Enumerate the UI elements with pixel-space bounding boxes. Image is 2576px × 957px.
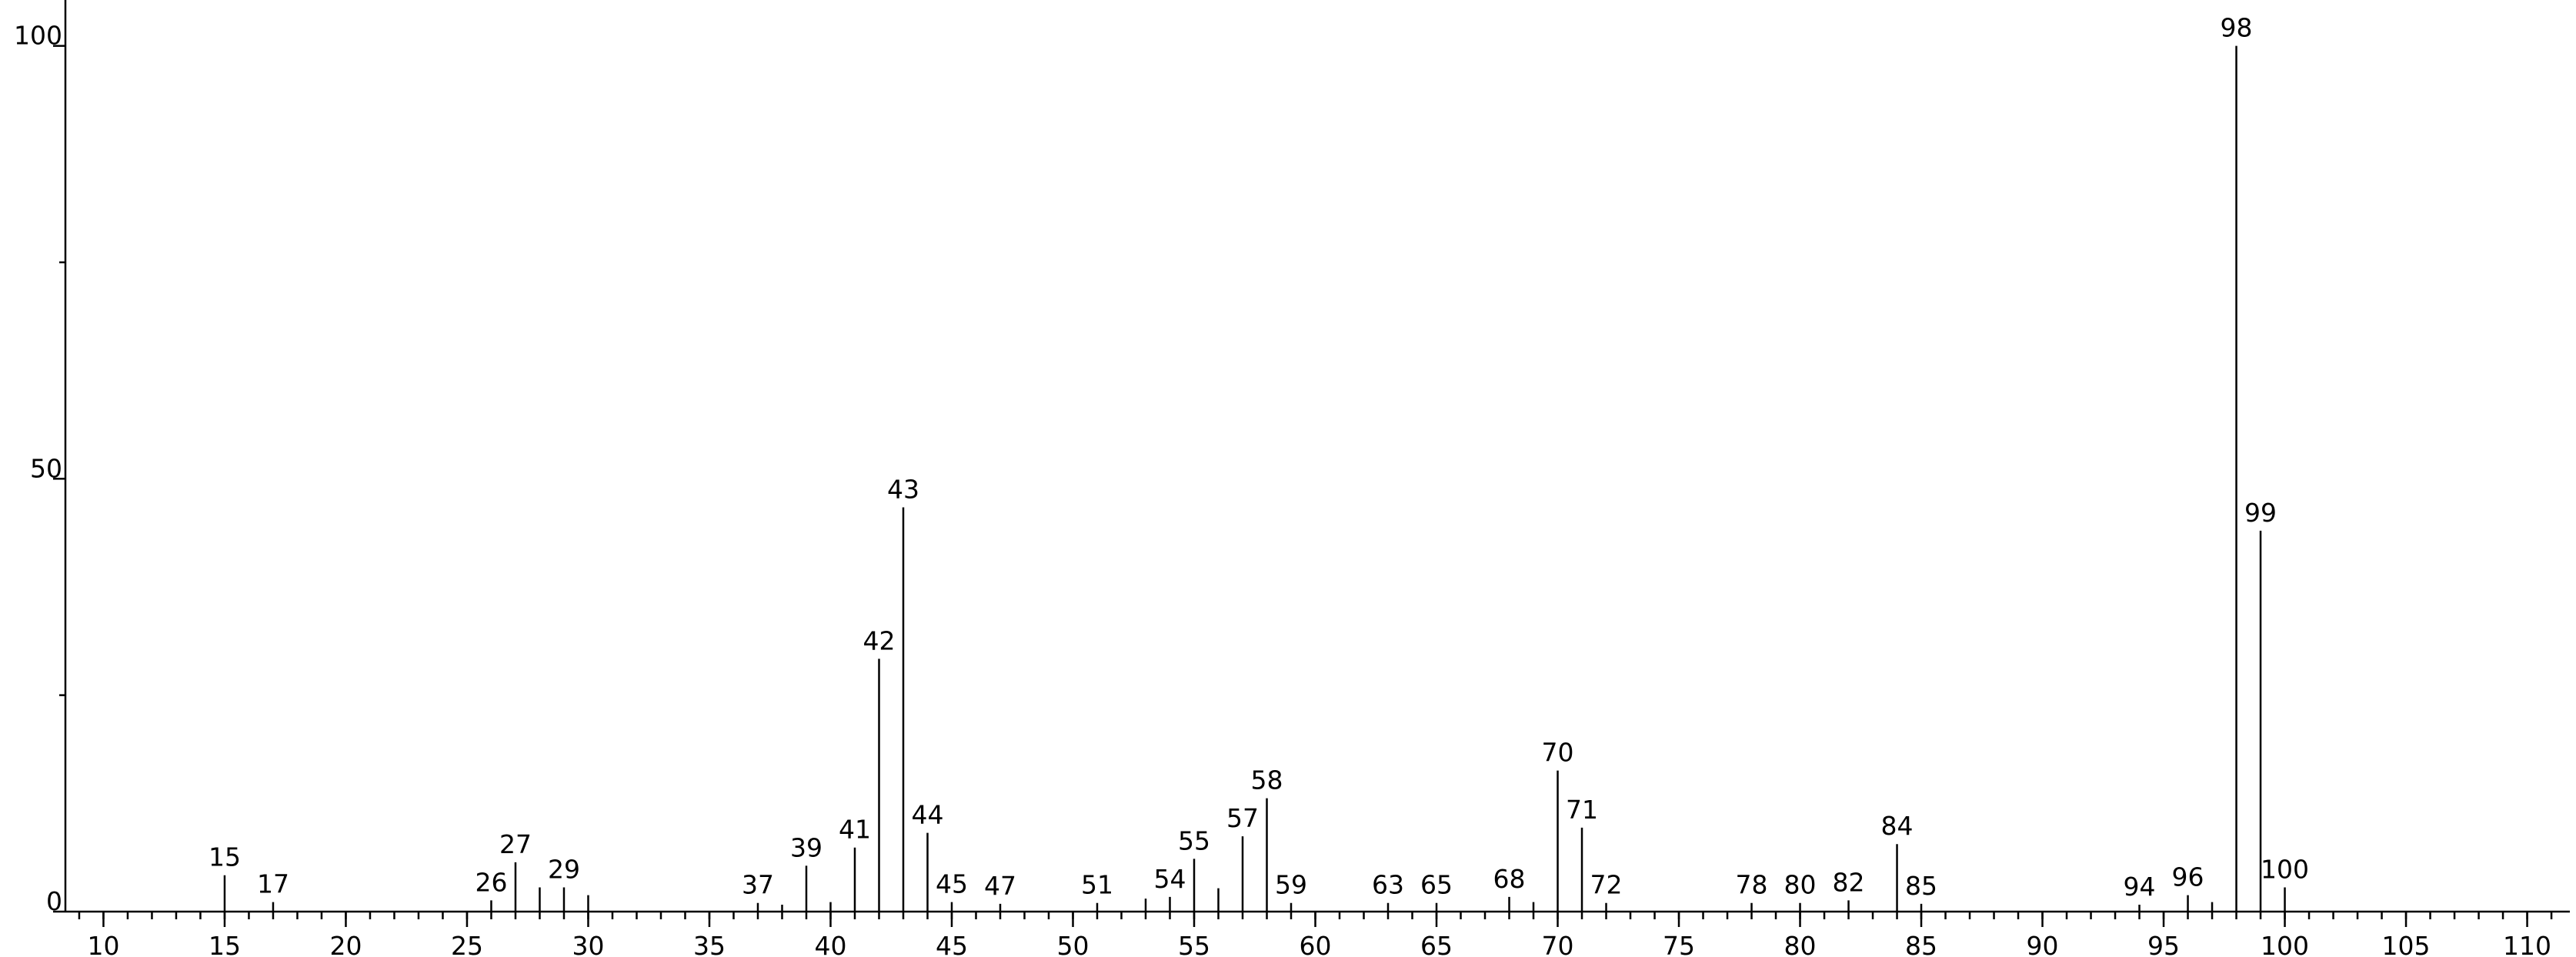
peak-label: 37 xyxy=(742,870,774,900)
x-tick-label: 60 xyxy=(1300,931,1332,957)
peak-label: 71 xyxy=(1566,795,1598,825)
peak-label: 58 xyxy=(1251,765,1283,795)
x-tick-label: 105 xyxy=(2382,931,2431,957)
y-tick-label: 50 xyxy=(30,453,62,483)
x-tick-label: 20 xyxy=(329,931,362,957)
peak-label: 44 xyxy=(911,800,943,830)
y-tick-label: 100 xyxy=(14,21,62,51)
peak-label: 39 xyxy=(790,832,823,862)
x-tick-label: 25 xyxy=(451,931,483,957)
x-tick-label: 30 xyxy=(572,931,604,957)
peak-label: 100 xyxy=(2261,854,2309,884)
x-tick-label: 15 xyxy=(209,931,241,957)
peak-label: 41 xyxy=(839,815,871,845)
x-tick-label: 65 xyxy=(1420,931,1453,957)
peak-label: 15 xyxy=(209,842,241,872)
peak-label: 82 xyxy=(1833,867,1865,897)
x-tick-label: 50 xyxy=(1056,931,1089,957)
x-tick-label: 55 xyxy=(1178,931,1210,957)
x-tick-label: 110 xyxy=(2503,931,2551,957)
y-tick-label: 0 xyxy=(46,886,62,916)
peak-label: 70 xyxy=(1542,738,1574,768)
x-tick-label: 70 xyxy=(1542,931,1574,957)
peak-label: 17 xyxy=(257,869,289,899)
peak-label: 26 xyxy=(475,867,507,897)
x-tick-label: 40 xyxy=(814,931,846,957)
peak-label: 63 xyxy=(1372,870,1404,900)
peak-label: 43 xyxy=(887,474,919,504)
peak-label: 57 xyxy=(1226,803,1259,833)
x-tick-label: 90 xyxy=(2027,931,2059,957)
peak-label: 42 xyxy=(863,625,895,655)
peak-label: 27 xyxy=(499,829,532,859)
x-tick-label: 100 xyxy=(2261,931,2309,957)
x-tick-label: 75 xyxy=(1663,931,1695,957)
peak-label: 51 xyxy=(1081,870,1113,900)
peak-label: 98 xyxy=(2221,13,2253,43)
peak-label: 96 xyxy=(2172,862,2204,892)
peak-label: 84 xyxy=(1881,811,1914,841)
peak-label: 85 xyxy=(1905,871,1937,901)
x-tick-label: 95 xyxy=(2147,931,2180,957)
peak-label: 47 xyxy=(984,871,1016,901)
peak-label: 99 xyxy=(2244,498,2277,528)
peak-label: 72 xyxy=(1590,870,1623,900)
peak-label: 45 xyxy=(936,869,968,899)
peak-label: 65 xyxy=(1420,870,1453,900)
x-tick-label: 45 xyxy=(936,931,968,957)
peak-label: 68 xyxy=(1493,864,1526,894)
x-tick-label: 85 xyxy=(1905,931,1937,957)
peak-label: 55 xyxy=(1178,825,1210,855)
peak-label: 80 xyxy=(1784,870,1817,900)
peak-label: 54 xyxy=(1154,864,1186,894)
x-tick-label: 35 xyxy=(693,931,726,957)
peak-label: 59 xyxy=(1275,870,1307,900)
x-tick-label: 80 xyxy=(1784,931,1817,957)
peak-label: 94 xyxy=(2124,872,2156,902)
x-tick-label: 10 xyxy=(87,931,119,957)
peak-label: 78 xyxy=(1736,870,1768,900)
peak-label: 29 xyxy=(548,854,580,884)
